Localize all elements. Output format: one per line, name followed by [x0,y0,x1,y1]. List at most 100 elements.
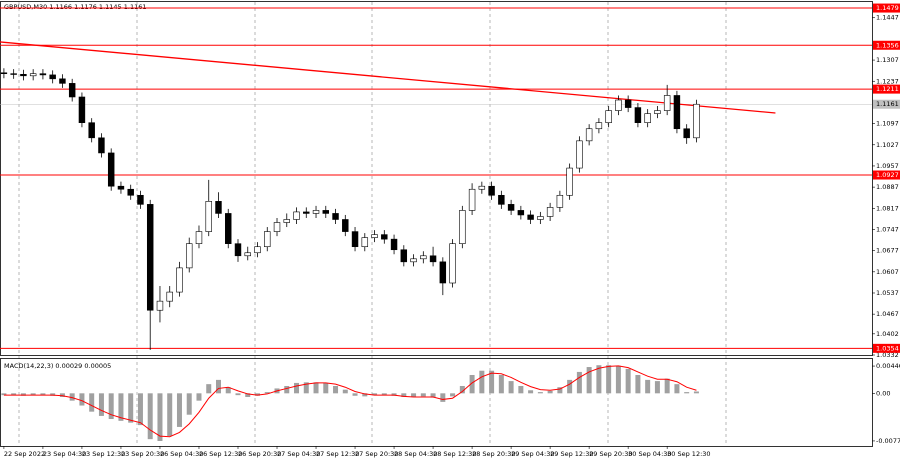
macd-frame [0,358,873,447]
macd-bar [586,367,592,394]
candle-body [293,211,300,220]
macd-bar [294,382,300,394]
macd-bar [89,393,95,412]
x-tick-label: 26 Sep 12:30 [199,450,242,458]
macd-bar [333,385,339,394]
macd-bar [576,371,582,394]
candle-body [29,73,37,77]
candle-body [176,267,183,293]
candle-body [273,222,281,232]
macd-bar [645,379,651,394]
candle-body [361,237,369,248]
macd-bar [635,374,641,394]
x-tick-label: 23 Sep 04:30 [43,450,86,458]
x-tick-label: 30 Sep 04:30 [628,450,671,458]
candle-body [566,167,573,196]
macd-bar [342,389,348,394]
macd-bar [128,393,134,423]
x-tick-label: 27 Sep 04:30 [277,450,320,458]
macd-bar [30,393,36,396]
macd-bar [245,393,251,397]
macd-bar [147,393,153,440]
macd-bar [664,378,670,394]
macd-bar [450,393,456,397]
macd-bar [176,393,182,427]
candle-body [478,185,486,190]
x-tick-label: 26 Sep 04:30 [160,450,203,458]
candle-body [303,211,310,214]
current-price-box [873,99,900,109]
macd-bar [489,370,495,394]
candle-body [595,122,603,130]
candle-body [98,137,105,154]
trend-line [0,41,776,114]
x-tick-label: 28 Sep 12:30 [433,450,476,458]
y-tick-label: 1.1237 [876,77,899,85]
candle-body [537,216,544,220]
candle-body [195,231,203,244]
main-frame [0,1,873,356]
candle-body [390,238,398,251]
level-label: 1.1479 [876,4,899,12]
candle-body [39,73,47,76]
candle-body [322,210,330,214]
candle-body [107,152,115,187]
level-label: 1.1356 [876,41,899,49]
macd-bar [69,393,75,401]
macd-bar [401,393,407,397]
y-tick-label: 1.1447 [876,14,899,22]
candle-body [449,243,456,284]
candle-body [215,201,222,214]
x-tick-label: 26 Sep 20:30 [238,450,281,458]
candle-body [488,185,495,196]
y-tick-label: 1.0817 [876,204,899,212]
macd-bar [79,393,85,406]
macd-bar [537,392,543,394]
level-label-box [873,40,900,50]
y-tick-label: 1.0332 [876,351,899,359]
macd-bar [411,393,417,397]
level-label-box [873,170,900,180]
candle-body [10,73,17,75]
y-tick-label: 1.0747 [876,225,899,233]
candle-body [234,243,242,257]
macd-bar [118,393,124,421]
macd-bar [557,387,563,394]
candle-body [166,291,173,302]
candle-body [342,219,349,232]
y-tick-label: 1.0402 [876,330,899,338]
y-tick-label: 1.0957 [876,162,899,170]
candle-body [683,128,690,139]
x-tick-label: 29 Sep 12:30 [550,450,593,458]
x-tick-label: 22 Sep 2022 [4,450,45,458]
candle-body [693,103,700,139]
candle-body [205,201,212,232]
macd-bar [196,393,202,401]
y-tick-label: -0.00779 [876,437,900,445]
candle-body [410,258,417,263]
candle-body [585,128,593,142]
candle-body [420,255,427,260]
macd-bar [693,391,699,394]
candle-body [137,194,144,205]
candle-body [507,204,515,211]
y-tick-label: 1.0537 [876,289,899,297]
macd-bar [264,392,270,394]
y-tick-label: 1.1027 [876,141,899,149]
macd-bar [567,379,573,394]
x-tick-label: 30 Sep 12:30 [667,450,710,458]
candle-body [644,113,651,123]
candle-body [185,243,193,269]
candle-body [0,72,8,74]
x-tick-label: 29 Sep 20:30 [589,450,632,458]
candle-body [49,74,56,80]
macd-bar [235,393,241,396]
y-tick-label: 1.0677 [876,247,899,255]
candle-body [468,188,476,211]
candle-body [605,110,612,123]
macd-bar [303,382,309,394]
y-tick-label: 1.1097 [876,120,899,128]
candle-body [439,261,447,284]
